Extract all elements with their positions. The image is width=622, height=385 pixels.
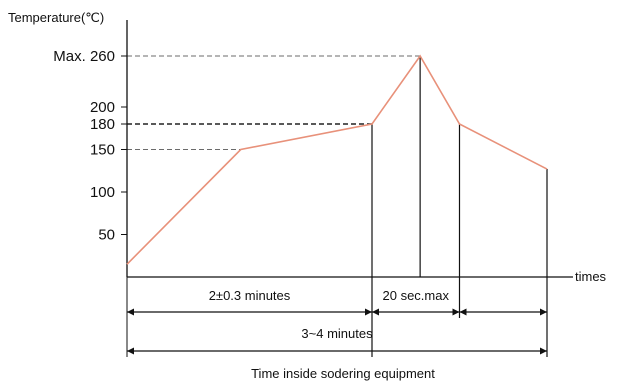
duration-label: 3~4 minutes — [301, 326, 373, 341]
chart-caption: Time inside sodering equipment — [251, 366, 435, 381]
arrow-head — [127, 308, 134, 316]
arrow-head — [372, 308, 379, 316]
reference-lines — [127, 55, 421, 150]
duration-annotations: 2±0.3 minutes 20 sec.max 3~4 minutes — [127, 288, 547, 355]
arrow-head — [452, 308, 460, 316]
arrow-head — [540, 308, 547, 316]
y-tick-label: 100 — [90, 184, 115, 201]
y-tick-label: 180 — [90, 116, 115, 133]
arrow-head — [127, 347, 134, 355]
arrow-head — [365, 308, 372, 316]
vertical-markers — [126, 56, 548, 357]
duration-label: 2±0.3 minutes — [209, 288, 291, 303]
axes: Temperature(℃) times Time inside soderin… — [8, 10, 607, 381]
duration-label: 20 sec.max — [383, 288, 450, 303]
y-tick-label: 200 — [90, 99, 115, 116]
y-tick-label: 150 — [90, 142, 115, 159]
y-tick-label: 50 — [98, 227, 115, 244]
x-axis-title: times — [575, 269, 607, 284]
arrow-head — [459, 308, 467, 316]
arrow-head — [540, 347, 547, 355]
series-line — [126, 54, 548, 265]
y-tick-label: Max. 260 — [53, 48, 115, 65]
series — [126, 54, 548, 265]
y-axis-title: Temperature(℃) — [8, 10, 104, 25]
